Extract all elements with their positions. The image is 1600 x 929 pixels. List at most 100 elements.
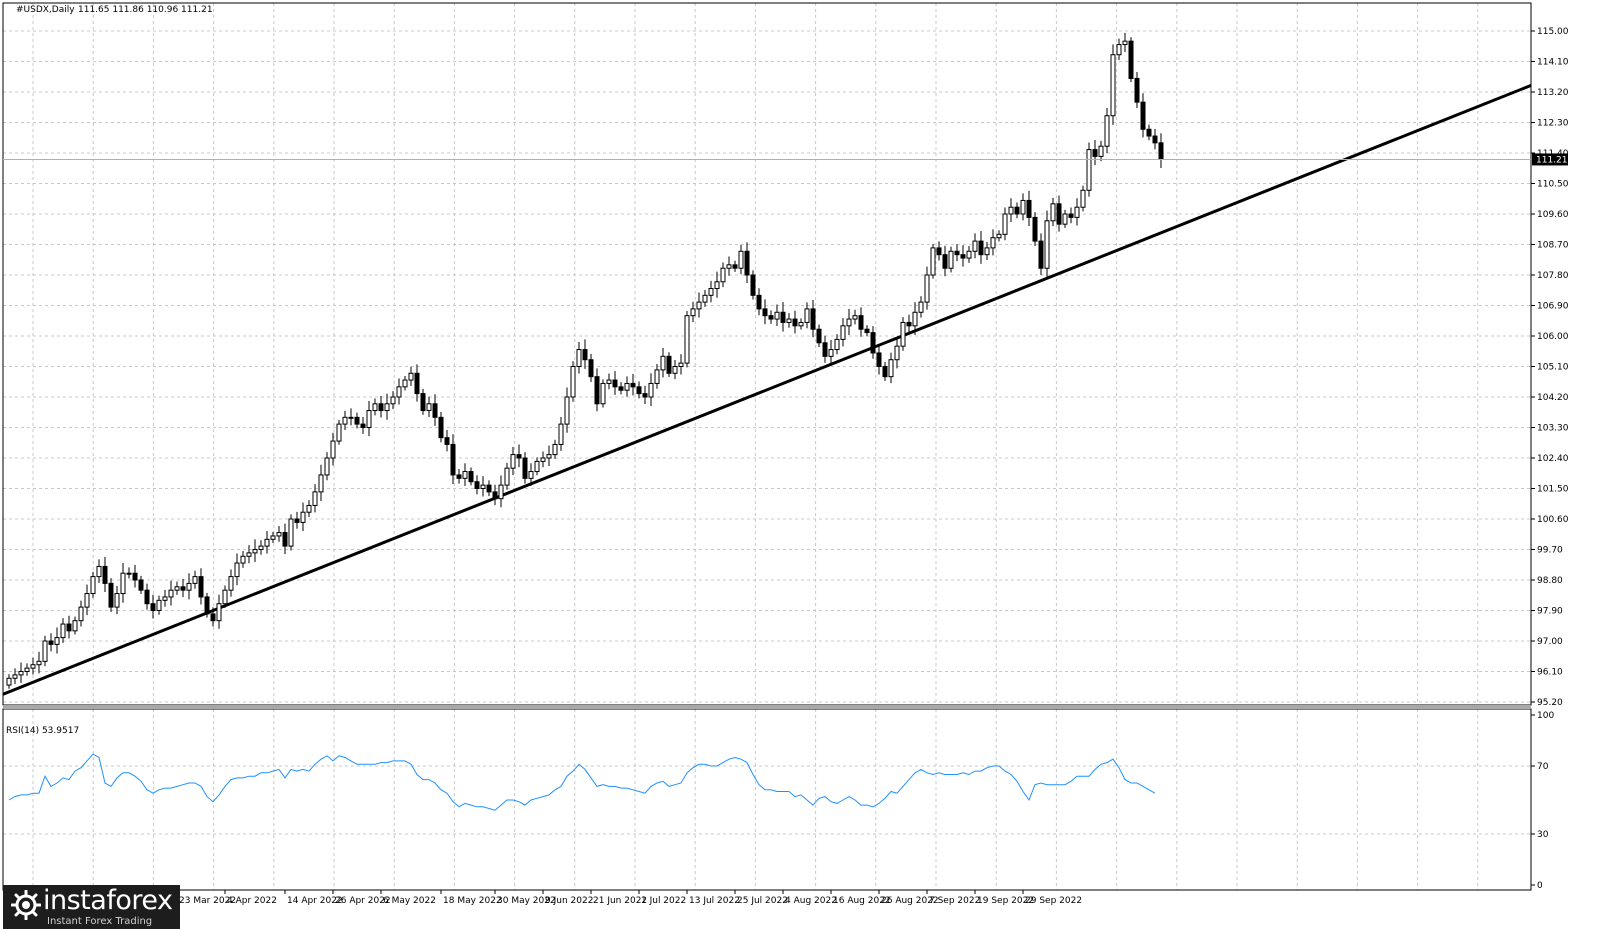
candle: [78, 600, 84, 627]
candle-body-down: [642, 393, 648, 398]
candle: [126, 567, 132, 579]
candle-body-up: [336, 423, 342, 442]
candle: [816, 324, 822, 347]
candle: [510, 446, 516, 476]
y-tick-label: 109.60: [1537, 210, 1569, 220]
candle-body-up: [96, 565, 102, 578]
rsi-title: RSI(14) 53.9517: [6, 726, 79, 736]
candle-body-down: [792, 318, 798, 327]
price-grid: [3, 3, 1531, 705]
candle: [24, 663, 30, 676]
x-tick-label: 9 Jun 2022: [545, 896, 593, 906]
candle-body-down: [876, 352, 882, 368]
candle-body-down: [522, 457, 528, 479]
candle: [108, 578, 114, 612]
candle-body-up: [384, 403, 390, 412]
candle: [1026, 190, 1032, 226]
candle-body-up: [192, 576, 198, 584]
candle: [486, 480, 492, 497]
candle-body-up: [624, 382, 630, 391]
candle-body-up: [342, 416, 348, 425]
candle: [120, 563, 126, 603]
candle: [468, 467, 474, 486]
candle: [282, 523, 288, 555]
candle: [318, 464, 324, 502]
candle-body-up: [888, 359, 894, 378]
candle-body-up: [222, 589, 228, 605]
x-tick-label: 29 Sep 2022: [1025, 896, 1082, 906]
candle-body-up: [510, 454, 516, 469]
candle-body-down: [468, 471, 474, 483]
y-tick-label: 100.60: [1537, 515, 1569, 525]
candle-body-up: [348, 416, 354, 419]
candle: [996, 230, 1002, 242]
candle-body-up: [258, 545, 264, 550]
x-tick-label: 1 Jul 2022: [641, 896, 686, 906]
candle-body-up: [114, 593, 120, 608]
x-tick-label: 18 May 2022: [443, 896, 502, 906]
candle-body-down: [744, 250, 750, 276]
candle: [204, 592, 210, 618]
candle-body-down: [444, 437, 450, 445]
candle-body-down: [780, 311, 786, 323]
candle: [1068, 207, 1074, 224]
rsi-line: [8, 753, 1156, 811]
candle: [756, 288, 762, 316]
support-trendline[interactable]: [2, 84, 1532, 696]
candle: [648, 373, 654, 407]
candle-body-down: [768, 315, 774, 320]
candle: [774, 304, 780, 327]
candle: [516, 444, 522, 468]
candle: [498, 475, 504, 508]
candle: [168, 580, 174, 606]
candle-body-down: [978, 240, 984, 256]
candle: [930, 243, 936, 279]
candle: [1128, 37, 1134, 83]
candle-body-up: [912, 311, 918, 327]
y-tick-label: 113.20: [1537, 88, 1569, 98]
candle: [1050, 197, 1056, 227]
candle: [288, 514, 294, 551]
candle-body-up: [672, 366, 678, 374]
candle-body-down: [582, 349, 588, 361]
candle: [360, 416, 366, 434]
candle: [54, 627, 60, 654]
candle: [654, 363, 660, 389]
candle: [84, 584, 90, 616]
candle-body-up: [372, 403, 378, 412]
rsi-tick-label: 70: [1537, 762, 1549, 772]
candle-body-down: [906, 321, 912, 327]
candle-body-up: [216, 603, 222, 622]
candle-body-up: [900, 321, 906, 347]
candle: [48, 633, 54, 652]
candle-body-up: [918, 301, 924, 313]
x-tick-label: 7 Sep 2022: [929, 896, 980, 906]
candle-body-up: [828, 349, 834, 357]
candle: [312, 484, 318, 513]
candle: [978, 230, 984, 264]
y-tick-label: 112.30: [1537, 119, 1569, 129]
candle-body-down: [1146, 128, 1152, 137]
rsi-tick-label: 30: [1537, 830, 1549, 840]
y-tick-label: 110.50: [1537, 180, 1569, 190]
candle-body-up: [930, 247, 936, 276]
candle: [504, 462, 510, 490]
candle-body-down: [378, 403, 384, 412]
candle-body-up: [852, 315, 858, 320]
candle: [852, 309, 858, 325]
candle-body-down: [150, 603, 156, 612]
candle-body-up: [684, 315, 690, 364]
rsi-tick-label: 0: [1537, 881, 1543, 891]
candle: [732, 260, 738, 272]
candle-body-down: [360, 423, 366, 429]
rsi-grid: [3, 709, 1531, 890]
candle: [834, 334, 840, 355]
candle-body-up: [462, 471, 468, 479]
candle: [1098, 140, 1104, 162]
candle-body-up: [390, 396, 396, 405]
candle-body-down: [48, 640, 54, 645]
y-tick-label: 104.20: [1537, 393, 1569, 403]
candle-body-down: [762, 308, 768, 317]
candle: [630, 373, 636, 396]
candle-body-up: [1080, 189, 1086, 208]
